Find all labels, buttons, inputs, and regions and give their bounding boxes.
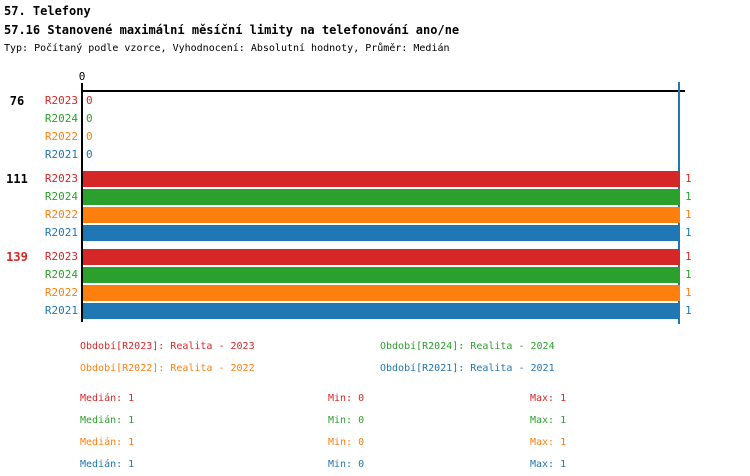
legend-item-r2022: Období[R2022]: Realita - 2022 bbox=[80, 363, 255, 374]
bar-row: R2023 1 bbox=[0, 248, 750, 266]
period-label: R2022 bbox=[44, 130, 78, 143]
stat-max-r2023: Max: 1 bbox=[530, 393, 567, 404]
stat-median-r2021: Medián: 1 bbox=[80, 459, 135, 470]
period-label: R2021 bbox=[44, 226, 78, 239]
period-label: R2024 bbox=[44, 190, 78, 203]
bar bbox=[83, 225, 680, 241]
x-axis-zero-label: 0 bbox=[78, 70, 86, 83]
bar-row: R2024 1 bbox=[0, 266, 750, 284]
bar-group: 139 R2023 1 R2024 1 R2022 1 R2021 1 bbox=[0, 248, 750, 320]
bar-value-label: 1 bbox=[685, 268, 692, 281]
stat-min-r2021: Min: 0 bbox=[328, 459, 365, 470]
bar-value-label: 1 bbox=[685, 226, 692, 239]
bar-group: 76 R2023 0 R2024 0 R2022 0 R2021 0 bbox=[0, 92, 750, 164]
legend-item-r2024: Období[R2024]: Realita - 2024 bbox=[380, 341, 555, 352]
bar-value-label: 0 bbox=[86, 130, 93, 143]
bar-value-label: 1 bbox=[685, 190, 692, 203]
bar-row: R2023 0 bbox=[0, 92, 750, 110]
bar-value-label: 1 bbox=[685, 172, 692, 185]
period-label: R2022 bbox=[44, 208, 78, 221]
stat-median-r2024: Medián: 1 bbox=[80, 415, 135, 426]
period-label: R2023 bbox=[44, 94, 78, 107]
bar-row: R2022 1 bbox=[0, 206, 750, 224]
stat-median-r2023: Medián: 1 bbox=[80, 393, 135, 404]
bar-value-label: 0 bbox=[86, 94, 93, 107]
bar-value-label: 1 bbox=[685, 250, 692, 263]
period-label: R2022 bbox=[44, 286, 78, 299]
bar bbox=[83, 249, 680, 265]
indicator-meta-line: Typ: Počítaný podle vzorce, Vyhodnocení:… bbox=[4, 43, 450, 54]
bar-row: R2021 1 bbox=[0, 224, 750, 242]
bar-value-label: 1 bbox=[685, 304, 692, 317]
stat-min-r2023: Min: 0 bbox=[328, 393, 365, 404]
bar bbox=[83, 303, 680, 319]
period-label: R2024 bbox=[44, 268, 78, 281]
bar bbox=[83, 171, 680, 187]
page-title: 57. Telefony bbox=[4, 4, 91, 18]
bar-row: R2021 0 bbox=[0, 146, 750, 164]
stat-max-r2021: Max: 1 bbox=[530, 459, 567, 470]
group-size-label: 76 bbox=[9, 94, 25, 108]
period-label: R2021 bbox=[44, 304, 78, 317]
group-size-label: 111 bbox=[6, 172, 28, 186]
period-label: R2021 bbox=[44, 148, 78, 161]
bar-groups: 76 R2023 0 R2024 0 R2022 0 R2021 0 111 R2023 1 R2024… bbox=[0, 92, 750, 326]
stat-min-r2022: Min: 0 bbox=[328, 437, 365, 448]
bar-chart: 0 76 R2023 0 R2024 0 R2022 0 R2021 0 111 R2023 1 R20… bbox=[0, 70, 750, 326]
y-axis-line bbox=[81, 83, 83, 322]
legend-item-r2021: Období[R2021]: Realita - 2021 bbox=[380, 363, 555, 374]
legend-item-r2023: Období[R2023]: Realita - 2023 bbox=[80, 341, 255, 352]
bar-row: R2021 1 bbox=[0, 302, 750, 320]
bar bbox=[83, 285, 680, 301]
bar-row: R2024 1 bbox=[0, 188, 750, 206]
period-label: R2023 bbox=[44, 250, 78, 263]
indicator-subtitle: 57.16 Stanovené maximální měsíční limity… bbox=[4, 23, 460, 37]
bar-value-label: 1 bbox=[685, 286, 692, 299]
stat-max-r2024: Max: 1 bbox=[530, 415, 567, 426]
stat-max-r2022: Max: 1 bbox=[530, 437, 567, 448]
period-label: R2024 bbox=[44, 112, 78, 125]
stat-min-r2024: Min: 0 bbox=[328, 415, 365, 426]
bar-row: R2022 0 bbox=[0, 128, 750, 146]
bar-group: 111 R2023 1 R2024 1 R2022 1 R2021 1 bbox=[0, 170, 750, 242]
bar-row: R2024 0 bbox=[0, 110, 750, 128]
x-axis-line bbox=[82, 90, 685, 92]
bar bbox=[83, 189, 680, 205]
group-size-label: 139 bbox=[6, 250, 28, 264]
bar-value-label: 0 bbox=[86, 148, 93, 161]
bar bbox=[83, 267, 680, 283]
bar-row: R2022 1 bbox=[0, 284, 750, 302]
bar-value-label: 0 bbox=[86, 112, 93, 125]
bar-value-label: 1 bbox=[685, 208, 692, 221]
bar bbox=[83, 207, 680, 223]
stat-median-r2022: Medián: 1 bbox=[80, 437, 135, 448]
bar-row: R2023 1 bbox=[0, 170, 750, 188]
period-label: R2023 bbox=[44, 172, 78, 185]
